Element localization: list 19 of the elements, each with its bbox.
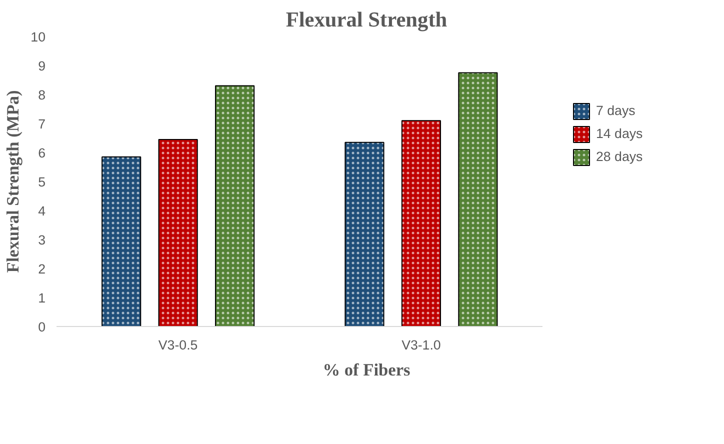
x-axis-title: % of Fibers [322, 360, 411, 380]
y-tick-label: 3 [38, 232, 46, 248]
y-tick-label: 10 [30, 30, 46, 44]
x-tick-label: V3-1.0 [402, 338, 441, 352]
y-tick-label: 8 [38, 88, 46, 102]
legend-label: 28 days [596, 149, 643, 164]
x-tick-label: V3-0.5 [158, 338, 198, 352]
y-tick-label: 1 [38, 290, 46, 306]
chart-title: Flexural Strength [286, 8, 448, 32]
y-tick-label: 0 [38, 320, 46, 334]
y-tick-label: 7 [38, 116, 46, 132]
y-tick-label: 5 [38, 174, 46, 190]
y-tick-label: 9 [38, 58, 46, 74]
y-tick-label: 4 [38, 204, 46, 218]
y-tick-label: 2 [38, 262, 46, 276]
y-tick-label: 6 [38, 146, 46, 160]
legend-label: 7 days [596, 103, 636, 118]
legend-label: 14 days [596, 126, 643, 141]
y-axis-title: Flexural Strength (MPa) [4, 90, 23, 273]
